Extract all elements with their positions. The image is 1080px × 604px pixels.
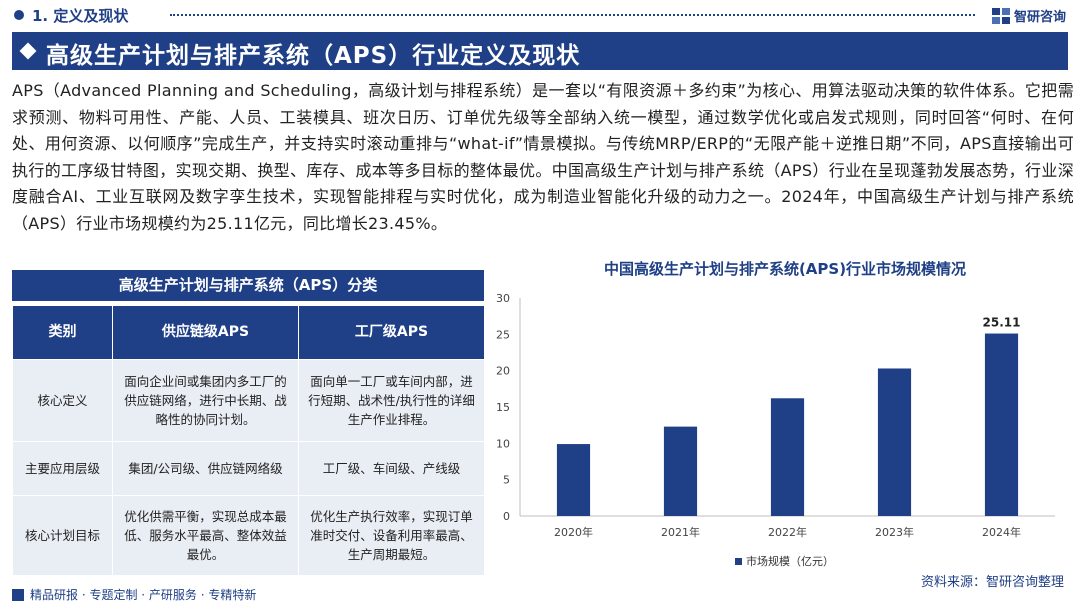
table-row: 主要应用层级 集团/公司级、供应链网络级 工厂级、车间级、产线级: [12, 441, 485, 496]
x-tick-label: 2023年: [875, 525, 914, 539]
x-tick-label: 2022年: [768, 525, 807, 539]
table-cell: 集团/公司级、供应链网络级: [112, 441, 299, 496]
table-cell: 主要应用层级: [12, 441, 113, 496]
bar: [770, 398, 805, 516]
footer-text: 精品研报 · 专题定制 · 产研服务 · 专精特新: [30, 588, 257, 602]
bar: [663, 426, 698, 516]
data-label: 25.11: [983, 316, 1021, 330]
legend-label: 市场规模（亿元）: [746, 555, 834, 568]
y-tick-label: 25: [496, 328, 510, 341]
y-tick-label: 0: [503, 510, 510, 523]
footer: 精品研报 · 专题定制 · 产研服务 · 专精特新: [12, 586, 256, 603]
source-note: 资料来源：智研咨询整理: [920, 575, 1064, 590]
bar: [877, 368, 912, 516]
bar-chart: 0 5 10 15 20 25 30 2020年 2021年 2022年 2023年 2024年 25.…: [496, 292, 1055, 539]
table-cell: 面向企业间或集团内多工厂的供应链网络，进行中长期、战略性的协同计划。: [112, 359, 299, 442]
intro-paragraph: APS（Advanced Planning and Scheduling，高级计…: [12, 81, 1074, 233]
bar: [556, 444, 591, 516]
classification-table: 类别 供应链级APS 工厂级APS 核心定义 面向企业间或集团内多工厂的供应链网…: [12, 305, 485, 576]
table-title: 高级生产计划与排产系统（APS）分类: [12, 270, 484, 301]
table-header-cell: 工厂级APS: [298, 305, 485, 360]
table-cell: 核心定义: [12, 359, 113, 442]
table-cell: 面向单一工厂或车间内部，进行短期、战术性/执行性的详细生产作业排程。: [298, 359, 485, 442]
y-tick-label: 5: [503, 474, 510, 487]
x-tick-label: 2020年: [554, 525, 593, 539]
top-header: 1. 定义及现状 智研咨询: [0, 0, 1080, 30]
table-row: 核心定义 面向企业间或集团内多工厂的供应链网络，进行中长期、战略性的协同计划。 …: [12, 359, 485, 442]
table-header-cell: 供应链级APS: [112, 305, 299, 360]
chart-title: 中国高级生产计划与排产系统(APS)行业市场规模情况: [603, 260, 967, 278]
y-tick-label: 15: [496, 401, 510, 414]
bar: [984, 333, 1019, 516]
table-header-row: 类别 供应链级APS 工厂级APS: [12, 305, 485, 360]
y-tick-label: 20: [496, 365, 510, 378]
bullet-icon: [14, 10, 24, 20]
y-tick-label: 10: [496, 437, 510, 450]
chart-legend: 市场规模（亿元）: [735, 553, 834, 569]
table-row: 核心计划目标 优化供需平衡，实现总成本最低、服务水平最高、整体效益最优。 优化生…: [12, 495, 485, 576]
table-header-cell: 类别: [12, 305, 113, 360]
header-divider: [170, 14, 975, 16]
brand-name: 智研咨询: [1013, 10, 1066, 25]
y-tick-label: 30: [496, 292, 510, 305]
table-cell: 优化供需平衡，实现总成本最低、服务水平最高、整体效益最优。: [112, 495, 299, 576]
brand-logo-icon: [991, 7, 1010, 24]
x-tick-label: 2024年: [982, 525, 1021, 539]
section-title: 1. 定义及现状: [32, 7, 129, 25]
table-cell: 优化生产执行效率，实现订单准时交付、设备利用率最高、生产周期最短。: [298, 495, 485, 576]
footer-square-icon: [12, 588, 24, 601]
brand: 智研咨询: [991, 6, 1066, 25]
title-banner: 高级生产计划与排产系统（APS）行业定义及现状: [12, 32, 1068, 70]
table-cell: 工厂级、车间级、产线级: [298, 441, 485, 496]
table-cell: 核心计划目标: [12, 495, 113, 576]
diamond-icon: [19, 42, 37, 60]
legend-swatch: [735, 557, 742, 565]
page-title: 高级生产计划与排产系统（APS）行业定义及现状: [46, 43, 581, 69]
x-tick-label: 2021年: [661, 525, 700, 539]
